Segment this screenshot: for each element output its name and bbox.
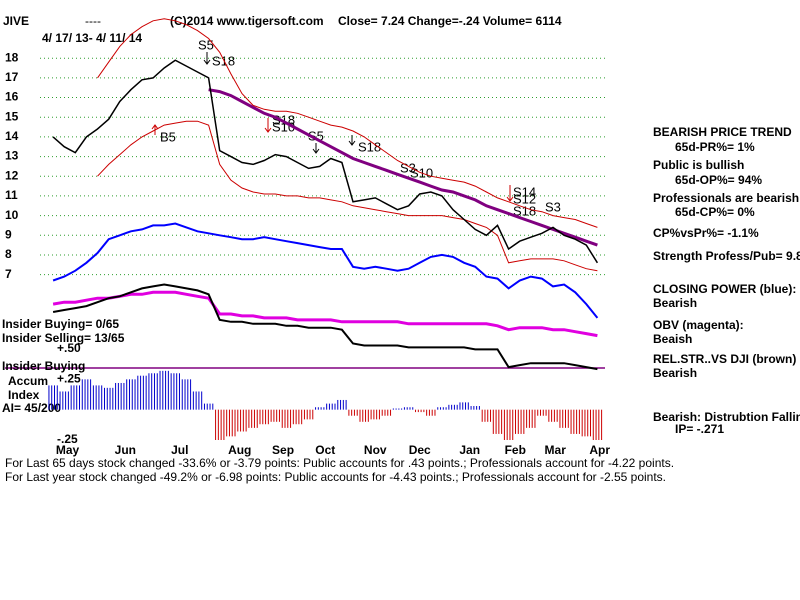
series-line — [208, 88, 598, 247]
left-note: Accum — [8, 374, 48, 388]
y-tick-label: 13 — [5, 149, 19, 163]
x-tick-label: Apr — [589, 443, 610, 457]
quote: Close= 7.24 Change=-.24 Volume= 6114 — [338, 14, 562, 28]
side-note: 65d-CP%= 0% — [675, 205, 755, 219]
footer-line: For Last 65 days stock changed -33.6% or… — [5, 456, 674, 470]
signal-label: S18 — [212, 53, 235, 68]
left-note: AI= 45/200 — [2, 401, 61, 415]
signal-label: S14 — [513, 184, 536, 199]
date-range: 4/ 17/ 13- 4/ 11/ 14 — [42, 31, 142, 45]
signal-label: S3 — [545, 199, 561, 214]
series-line — [52, 222, 599, 319]
y-tick-label: +.50 — [57, 341, 81, 355]
x-tick-label: Jun — [115, 443, 136, 457]
side-note: Beaish — [653, 332, 692, 346]
side-note: Public is bullish — [653, 158, 744, 172]
side-note: OBV (magenta): — [653, 318, 744, 332]
y-tick-label: 14 — [5, 129, 19, 143]
y-tick-label: 11 — [5, 188, 18, 202]
side-note: REL.STR..VS DJI (brown) — [653, 352, 796, 366]
series-line — [52, 290, 598, 338]
y-tick-label: 17 — [5, 70, 19, 84]
y-tick-label: 9 — [5, 227, 12, 241]
series-line — [97, 18, 598, 228]
y-tick-label: +.25 — [57, 372, 81, 386]
left-note: Insider Buying= 0/65 — [2, 317, 119, 331]
x-tick-label: Feb — [505, 443, 526, 457]
copyright: (C)2014 www.tigersoft.com — [170, 14, 324, 28]
signal-label: S12 — [513, 191, 536, 206]
side-note: IP= -.271 — [675, 422, 724, 436]
signal-label: S5 — [198, 37, 214, 52]
side-note: CP%vsPr%= -1.1% — [653, 226, 759, 240]
side-note: Strength Profess/Pub= 9.8 — [653, 249, 800, 263]
signal-label: S18 — [513, 203, 536, 218]
side-note: Bearish — [653, 296, 697, 310]
footer-line: For Last year stock changed -49.2% or -6… — [5, 470, 666, 484]
x-tick-label: May — [56, 443, 80, 457]
x-tick-label: Jan — [459, 443, 480, 457]
y-tick-label: 7 — [5, 267, 12, 281]
left-note: Insider Selling= 13/65 — [2, 331, 125, 345]
arrow — [312, 143, 320, 154]
y-tick-label: 8 — [5, 247, 12, 261]
left-note: Index — [8, 388, 40, 402]
side-note: 65d-PR%= 1% — [675, 140, 755, 154]
x-tick-label: Mar — [545, 443, 567, 457]
arrow — [203, 52, 211, 65]
x-tick-label: Oct — [315, 443, 335, 457]
series-line — [97, 120, 598, 272]
arrow — [264, 118, 272, 133]
side-note: Bearish: Distrubtion Falling — [653, 410, 800, 424]
series-line — [52, 59, 599, 264]
y-tick-label: -.25 — [57, 432, 78, 446]
side-note: Bearish — [653, 366, 697, 380]
x-tick-label: Dec — [409, 443, 431, 457]
x-tick-label: Sep — [272, 443, 294, 457]
y-tick-label: 15 — [5, 109, 19, 123]
x-tick-label: Jul — [171, 443, 188, 457]
series-line — [52, 283, 598, 371]
y-tick-label: 10 — [5, 208, 19, 222]
side-note: BEARISH PRICE TREND — [653, 125, 792, 139]
side-note: 65d-OP%= 94% — [675, 173, 762, 187]
y-tick-label: 18 — [5, 50, 19, 64]
symbol: JIVE — [3, 14, 29, 28]
left-note: Insider Buying — [2, 359, 85, 373]
signal-label: B5 — [160, 129, 176, 144]
arrow — [506, 185, 514, 202]
y-tick-label: 16 — [5, 90, 19, 104]
side-note: CLOSING POWER (blue): — [653, 282, 796, 296]
header-dash: ---- — [85, 14, 101, 28]
y-tick-label: 12 — [5, 168, 19, 182]
x-tick-label: Nov — [364, 443, 387, 457]
x-tick-label: Aug — [228, 443, 251, 457]
signal-label: S18 — [358, 139, 381, 154]
side-note: Professionals are bearish — [653, 191, 799, 205]
